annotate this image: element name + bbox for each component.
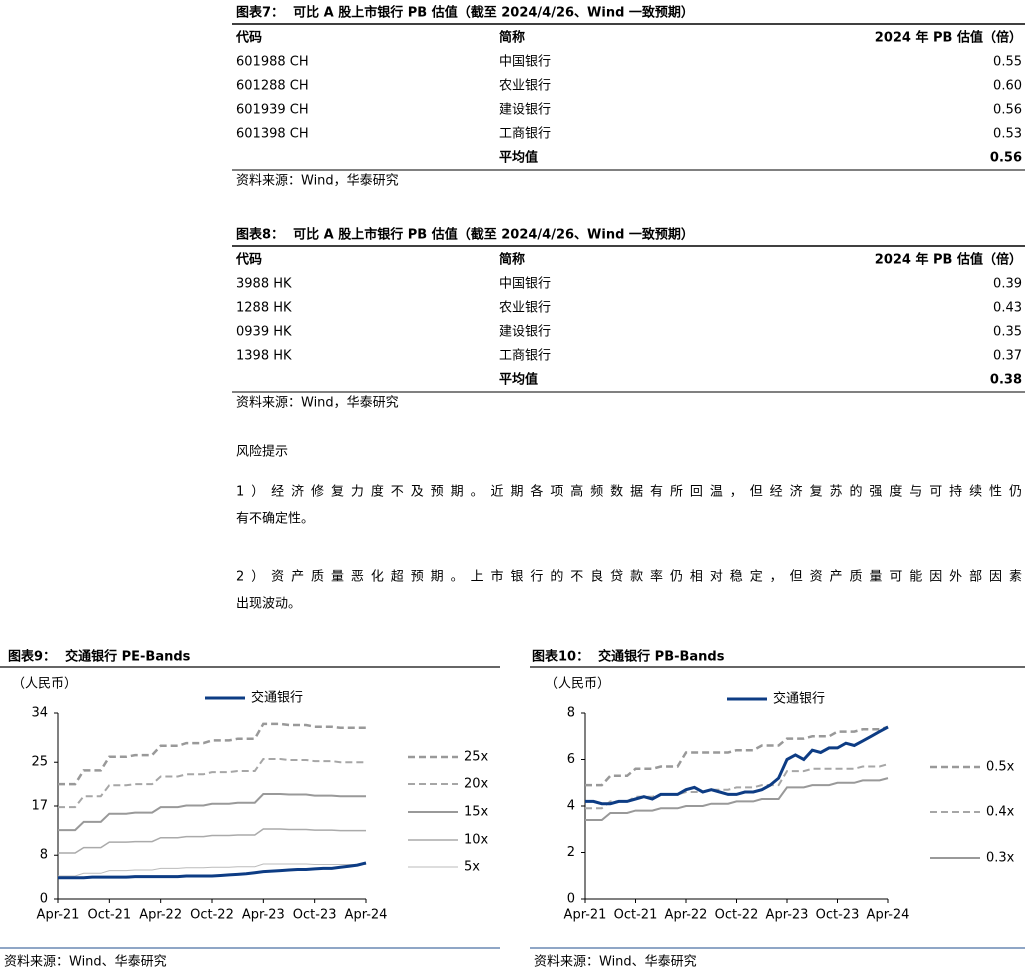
table-cell: 0.37 xyxy=(993,349,1022,364)
chart-title: 图表9： 交通银行 PE-Bands xyxy=(8,649,191,665)
summary-value: 0.38 xyxy=(990,373,1022,388)
summary-label: 平均值 xyxy=(499,150,538,166)
y-tick-label: 8 xyxy=(40,848,48,863)
table-cell: 0.55 xyxy=(993,55,1022,70)
y-tick-label: 25 xyxy=(31,755,48,770)
series-line xyxy=(58,861,367,880)
column-header: 代码 xyxy=(235,30,262,46)
x-tick-label: Apr-21 xyxy=(37,908,80,923)
summary-value: 0.56 xyxy=(990,151,1022,166)
x-tick-label: Apr-23 xyxy=(242,908,285,923)
legend-label: 5x xyxy=(464,860,480,875)
y-tick-label: 0 xyxy=(567,892,575,907)
y-tick-label: 4 xyxy=(567,799,575,814)
x-tick-label: Apr-24 xyxy=(867,908,910,923)
chart-source: 资料来源：Wind、华泰研究 xyxy=(4,955,167,970)
x-tick-label: Oct-22 xyxy=(715,908,759,923)
table-source: 资料来源：Wind，华泰研究 xyxy=(236,396,399,411)
table-title: 图表8： 可比 A 股上市银行 PB 估值（截至 2024/4/26、Wind … xyxy=(236,227,694,243)
table-source: 资料来源：Wind，华泰研究 xyxy=(236,174,399,189)
paragraph-line: 1）经济修复力度不及预期。近期各项高频数据有所回温，但经济复苏的强度与可持续性仍 xyxy=(236,484,1022,500)
series-line xyxy=(58,828,366,854)
table-cell: 3988 HK xyxy=(236,277,292,292)
x-tick-label: Oct-21 xyxy=(87,908,131,923)
table-cell: 0.43 xyxy=(993,301,1022,316)
table-cell: 601398 CH xyxy=(236,127,309,142)
x-tick-label: Oct-22 xyxy=(190,908,234,923)
legend-label: 10x xyxy=(464,833,489,848)
x-tick-label: Apr-22 xyxy=(665,908,708,923)
legend-label: 0.4x xyxy=(986,805,1015,820)
chart-title: 图表10： 交通银行 PB-Bands xyxy=(532,649,725,665)
series-line xyxy=(58,758,366,809)
paragraph-line: 有不确定性。 xyxy=(236,512,314,527)
series-line xyxy=(58,863,366,877)
y-tick-label: 17 xyxy=(31,799,48,814)
table-cell: 0.53 xyxy=(993,127,1022,142)
table-cell: 601939 CH xyxy=(236,103,309,118)
table-cell: 601288 CH xyxy=(236,79,309,94)
table-cell: 0.39 xyxy=(993,277,1022,292)
y-tick-label: 34 xyxy=(31,706,48,721)
table-cell: 中国银行 xyxy=(499,55,551,70)
series-line xyxy=(58,793,366,832)
y-tick-label: 8 xyxy=(567,706,575,721)
y-tick-label: 2 xyxy=(567,845,575,860)
series-line xyxy=(585,725,889,787)
table-cell: 农业银行 xyxy=(499,301,551,316)
table-cell: 0.35 xyxy=(993,325,1022,340)
paragraph-line: 2）资产质量恶化超预期。上市银行的不良贷款率仍相对稳定，但资产质量可能因外部因素 xyxy=(236,569,1022,585)
chart-source: 资料来源：Wind、华泰研究 xyxy=(534,955,697,970)
table-cell: 工商银行 xyxy=(499,127,551,142)
column-header: 2024 年 PB 估值（倍） xyxy=(875,30,1022,46)
y-tick-label: 6 xyxy=(567,752,575,767)
table-cell: 0939 HK xyxy=(236,325,292,340)
table-cell: 0.60 xyxy=(993,79,1022,94)
legend-label: 15x xyxy=(464,805,489,820)
table-title: 图表7： 可比 A 股上市银行 PB 估值（截至 2024/4/26、Wind … xyxy=(236,5,694,21)
x-tick-label: Apr-23 xyxy=(766,908,809,923)
paragraph-line: 出现波动。 xyxy=(236,597,301,612)
x-tick-label: Oct-23 xyxy=(816,908,860,923)
series-line xyxy=(585,777,889,821)
legend-label: 0.5x xyxy=(986,760,1015,775)
y-tick-label: 0 xyxy=(40,892,48,907)
legend-label: 25x xyxy=(464,750,489,765)
legend-label: 20x xyxy=(464,777,489,792)
table-cell: 中国银行 xyxy=(499,277,551,292)
series-line xyxy=(58,722,366,786)
x-tick-label: Apr-22 xyxy=(139,908,182,923)
table-cell: 工商银行 xyxy=(499,349,551,364)
section-heading: 风险提示 xyxy=(236,444,288,460)
table-cell: 0.56 xyxy=(993,103,1022,118)
legend-label: 0.3x xyxy=(986,851,1015,866)
column-header: 简称 xyxy=(499,252,525,268)
column-header: 代码 xyxy=(235,252,262,268)
column-header: 简称 xyxy=(499,30,525,46)
series-line xyxy=(585,763,889,810)
table-cell: 601988 CH xyxy=(236,55,309,70)
legend-label: 交通银行 xyxy=(251,690,303,706)
x-tick-label: Oct-23 xyxy=(293,908,337,923)
table-cell: 建设银行 xyxy=(499,325,551,340)
legend-label: 交通银行 xyxy=(773,691,825,707)
x-tick-label: Apr-24 xyxy=(345,908,388,923)
series-line xyxy=(585,725,889,806)
table-cell: 农业银行 xyxy=(499,79,551,94)
table-cell: 建设银行 xyxy=(499,103,551,118)
table-cell: 1288 HK xyxy=(236,301,292,316)
table-cell: 1398 HK xyxy=(236,349,292,364)
column-header: 2024 年 PB 估值（倍） xyxy=(875,252,1022,268)
summary-label: 平均值 xyxy=(499,372,538,388)
y-axis-unit: （人民币） xyxy=(12,677,77,692)
x-tick-label: Oct-21 xyxy=(614,908,658,923)
x-tick-label: Apr-21 xyxy=(564,908,607,923)
y-axis-unit: （人民币） xyxy=(545,677,610,692)
